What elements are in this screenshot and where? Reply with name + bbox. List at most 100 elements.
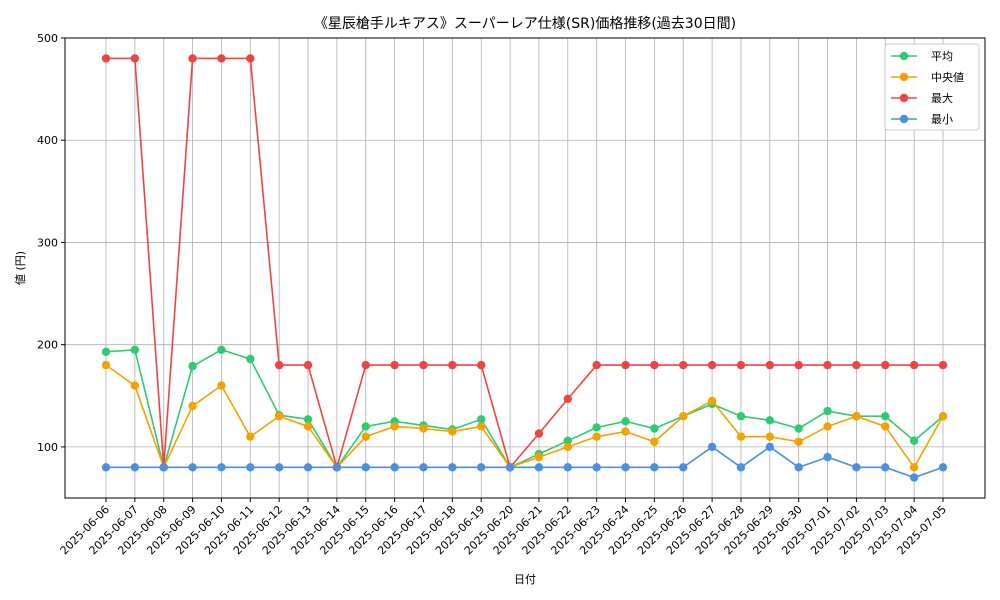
y-axis-label: 値 (円) (14, 251, 27, 285)
data-point (852, 360, 861, 370)
data-point (650, 463, 659, 472)
data-point (794, 424, 803, 433)
legend-label: 中央値 (931, 71, 964, 84)
y-tick-label: 100 (37, 441, 58, 454)
data-point (563, 463, 572, 472)
data-point (419, 360, 428, 370)
data-point (217, 381, 226, 390)
chart-title: 《星辰槍手ルキアス》スーパーレア仕様(SR)価格推移(過去30日間) (314, 16, 736, 32)
data-point (101, 360, 111, 370)
data-point (217, 463, 226, 472)
y-tick-label: 400 (37, 134, 58, 147)
x-axis-label: 日付 (514, 573, 536, 586)
data-point (823, 452, 832, 462)
data-point (130, 54, 140, 63)
data-point (621, 427, 630, 436)
data-point (794, 463, 803, 472)
data-point (679, 463, 688, 472)
data-point (823, 406, 832, 416)
data-point (101, 347, 111, 357)
data-point (477, 360, 486, 370)
data-point (765, 416, 775, 425)
data-point (101, 463, 111, 472)
data-point (909, 360, 919, 370)
series-line (106, 57, 943, 471)
data-point (419, 463, 428, 472)
data-point (390, 463, 399, 472)
y-tick-label: 200 (37, 339, 58, 352)
grid-lines (65, 37, 985, 498)
data-point (188, 361, 197, 371)
data-point (477, 463, 486, 472)
data-point (765, 360, 775, 370)
data-point (592, 463, 601, 472)
data-point (909, 463, 919, 472)
data-point (881, 360, 890, 370)
x-axis-ticks: 2025-06-062025-06-072025-06-082025-06-09… (58, 498, 949, 557)
data-point (823, 422, 832, 431)
y-tick-label: 300 (37, 236, 58, 249)
series-line (105, 348, 944, 471)
data-point (852, 463, 861, 472)
data-point (246, 354, 255, 364)
data-point (650, 424, 659, 433)
data-point (448, 427, 457, 436)
data-point (794, 437, 803, 446)
data-point (101, 54, 111, 63)
data-point (563, 436, 572, 445)
data-point (765, 442, 775, 452)
data-point (534, 452, 544, 462)
data-point (246, 54, 255, 63)
data-point (188, 401, 197, 411)
data-point (823, 360, 832, 370)
data-point (217, 54, 226, 63)
data-point (303, 360, 313, 370)
data-point (794, 360, 803, 370)
data-point (361, 463, 370, 472)
data-point (707, 396, 717, 406)
data-point (650, 437, 659, 446)
y-axis-ticks: 100 200 300 400 500 (37, 32, 65, 454)
data-point (303, 463, 313, 472)
data-point (477, 415, 486, 424)
data-point (736, 360, 746, 370)
data-point (130, 463, 140, 472)
data-point (938, 412, 948, 421)
legend-swatch-marker (899, 93, 909, 103)
data-point (303, 415, 313, 424)
data-point (679, 412, 688, 421)
data-point (477, 422, 486, 431)
data-point (332, 463, 342, 472)
data-point (852, 412, 861, 421)
legend-swatch-marker (899, 72, 909, 82)
data-point (881, 412, 890, 421)
data-point (130, 345, 140, 354)
y-tick-label: 500 (37, 32, 58, 45)
series-group (101, 54, 948, 482)
data-point (274, 412, 284, 421)
data-point (650, 360, 659, 370)
data-point (707, 360, 717, 370)
data-point (505, 463, 515, 472)
data-point (592, 432, 601, 441)
data-point (448, 463, 457, 472)
plot-area (64, 37, 986, 499)
data-point (881, 463, 890, 472)
data-point (909, 473, 919, 482)
data-point (361, 422, 370, 431)
data-point (909, 436, 919, 445)
data-point (188, 54, 197, 63)
data-point (881, 422, 890, 431)
data-point (217, 345, 226, 354)
data-point (563, 442, 572, 452)
data-point (419, 424, 428, 433)
data-point (707, 442, 717, 452)
data-point (159, 463, 168, 472)
legend-box (884, 43, 980, 131)
data-point (448, 360, 457, 370)
data-point (274, 360, 284, 370)
legend-label: 最小 (931, 113, 953, 126)
data-point (736, 463, 746, 472)
